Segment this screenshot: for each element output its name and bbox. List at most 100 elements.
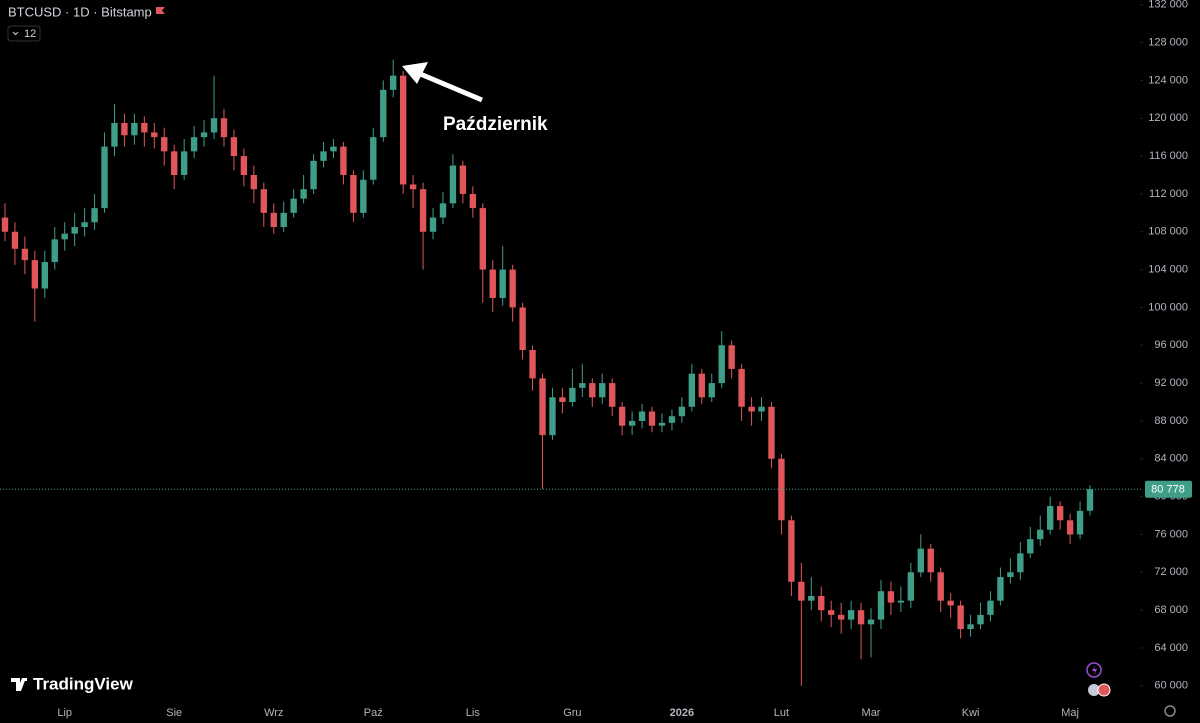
bolt [1092,665,1097,675]
last-price-label: 80 778 [1151,484,1185,496]
candle-body [280,212,287,228]
candle-body [559,397,566,403]
candle-body [738,368,745,407]
candle-body [439,203,447,218]
candle-body [1076,510,1084,535]
candle-body [798,581,805,601]
candle-body [897,600,905,603]
x-tick-label: Maj [1061,707,1079,719]
candle-body [290,198,297,213]
candle-body [370,137,377,180]
arrow-head [402,62,428,84]
logo[interactable]: TradingView [11,674,134,693]
candle-body [310,160,317,190]
y-tick-label: 108 000 [1148,226,1188,238]
candle-body [818,595,825,611]
candle-body [997,577,1004,601]
y-tick-label: 112 000 [1149,188,1188,200]
y-tick-label: 128 000 [1148,36,1188,48]
candle-body [708,383,715,398]
candle-body [509,269,516,308]
candle-body [220,118,228,138]
chevron [12,31,19,36]
candle-body [837,614,845,620]
candle-body [190,137,198,152]
candle-body [638,411,646,421]
candle-body [599,383,606,398]
candle-body [151,132,158,138]
candle-body [887,591,895,603]
candle-body [857,610,865,625]
candle-body [419,189,427,232]
candle-body [758,406,765,412]
candle-body [101,146,108,209]
candle-body [399,75,407,185]
settings-icon[interactable] [1164,705,1176,717]
x-tick-label: Gru [563,707,581,719]
flag-icon[interactable] [156,7,165,14]
logo-text: TradingView [33,674,134,693]
candle-body [409,184,417,190]
alert-icon[interactable] [1086,662,1102,678]
candle-body [1037,529,1044,540]
candle-body [121,122,128,136]
x-tick-label: Sie [166,707,182,719]
candle-body [300,189,307,199]
candle-body [977,614,984,625]
symbol-title[interactable]: BTCUSD · 1D · Bitstamp [8,4,152,19]
indicator-badge[interactable] [7,25,41,42]
flag-event[interactable] [1097,683,1111,697]
candle-body [718,345,725,384]
candle-body [21,248,29,261]
x-tick-label: Lut [774,707,789,719]
candle-body [847,610,855,620]
candle-body [340,146,347,175]
candle-body [260,189,267,213]
candle-body [589,383,596,398]
x-tick-label: Kwi [962,707,980,719]
y-tick-label: 76 000 [1154,528,1188,540]
candle-body [698,373,705,398]
annotation: Październik [443,114,548,135]
x-tick-label: 2026 [670,707,694,719]
last-price-box [1145,480,1192,498]
candle-body [937,572,944,601]
y-tick-label: 88 000 [1154,415,1188,427]
candle-body [210,118,218,133]
candle-body [967,624,974,630]
y-tick-label: 132 000 [1148,0,1188,11]
candle-body [1066,520,1074,535]
candle-body [1007,572,1014,578]
indicator-count: 12 [24,28,36,40]
candle-body [1056,506,1064,521]
y-tick-label: 124 000 [1148,74,1188,86]
candle-body [728,345,735,369]
candle-body [390,75,397,90]
candle-body [200,132,208,138]
candle-body [618,406,626,426]
candle-body [1027,539,1034,554]
candle-body [459,165,467,194]
candle-body [270,212,277,228]
candle-body [479,208,486,270]
candle-body [380,89,387,138]
candle-body [429,217,437,232]
candle-body [808,595,815,601]
candle-body [529,350,536,379]
y-tick-label: 92 000 [1154,377,1188,389]
candle-body [111,122,118,147]
candle-body [1017,553,1024,573]
candle-body [250,175,258,190]
y-tick-label: 96 000 [1154,339,1188,351]
candle-body [360,179,367,213]
candle-body [957,605,964,630]
flag-us[interactable] [1088,684,1100,696]
candle-body [131,122,138,136]
candle-body [549,397,556,436]
candle-body [350,175,357,213]
candle-body [469,193,477,209]
candle-body [161,137,168,152]
x-tick-label: Wrz [264,707,283,719]
candle-body [569,387,576,403]
